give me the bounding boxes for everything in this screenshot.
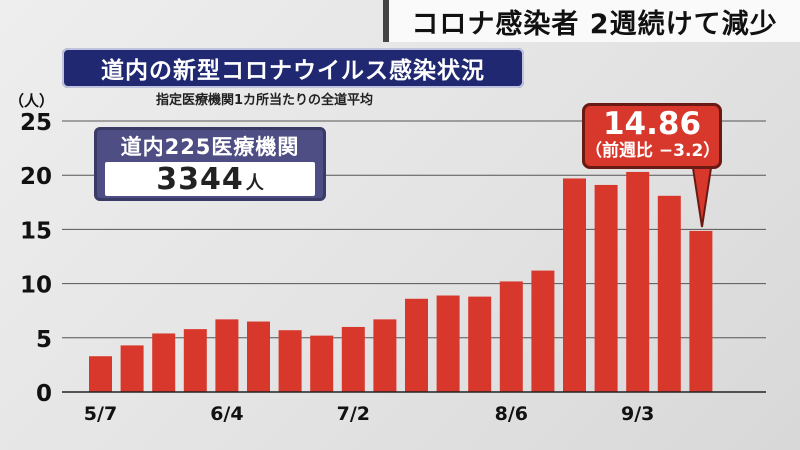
bar-5/7 [89,356,112,392]
bar-7/2 [341,326,365,392]
facility-count-value-box: 3344 人 [105,162,315,197]
y-tick-label: 25 [20,110,52,136]
chart-title: 道内の新型コロナウイルス感染状況 [62,48,524,88]
bar-6/11 [247,321,270,392]
bars [89,171,713,392]
chart-subtitle: 指定医療機関1カ所当たりの全道平均 [156,93,374,108]
x-tick-label: 9/3 [621,403,654,425]
x-tick-label: 6/4 [210,403,243,425]
callout-pointer [691,167,713,228]
bar-9/17 [689,230,713,392]
facility-count-label: 道内225医療機関 [120,135,300,159]
y-tick-label: 15 [20,218,52,244]
bar-6/25 [310,335,334,392]
bar-7/9 [373,319,397,392]
y-tick-label: 20 [20,164,52,190]
x-tick-labels: 5/7 6/4 7/2 8/6 9/3 [84,403,655,425]
bar-6/18 [278,330,302,392]
x-tick-label: 5/7 [84,403,117,425]
patient-count-value: 3344 [156,162,244,197]
bar-5/28 [183,329,207,392]
y-tick-label: 0 [36,381,52,407]
bar-9/3 [626,171,650,392]
bar-6/4 [215,319,239,392]
bar-8/20 [563,178,586,392]
headline: コロナ感染者 2週続けて減少 [383,0,800,42]
y-tick-label: 5 [36,327,52,353]
latest-value-callout: 14.86 （前週比 −3.2） [582,103,722,169]
bar-5/14 [120,345,144,392]
bar-7/23 [436,295,460,392]
y-axis-unit-label: （人） [9,92,55,110]
y-tick-label: 10 [20,273,52,299]
x-tick-label: 8/6 [495,403,528,425]
patient-count-unit: 人 [245,173,264,194]
bar-9/10 [657,195,681,392]
bar-7/16 [405,298,428,392]
bar-7/30 [468,296,492,392]
bar-8/27 [594,184,618,392]
y-tick-labels: 0 5 10 15 20 25 [20,110,52,407]
bar-5/21 [152,333,176,392]
callout-value: 14.86 [602,106,702,142]
bar-8/13 [531,270,555,392]
x-tick-label: 7/2 [337,403,370,425]
callout-week-change: （前週比 −3.2） [585,141,721,161]
facility-count-box: 道内225医療機関 3344 人 [94,127,326,201]
bar-8/6 [499,281,523,392]
